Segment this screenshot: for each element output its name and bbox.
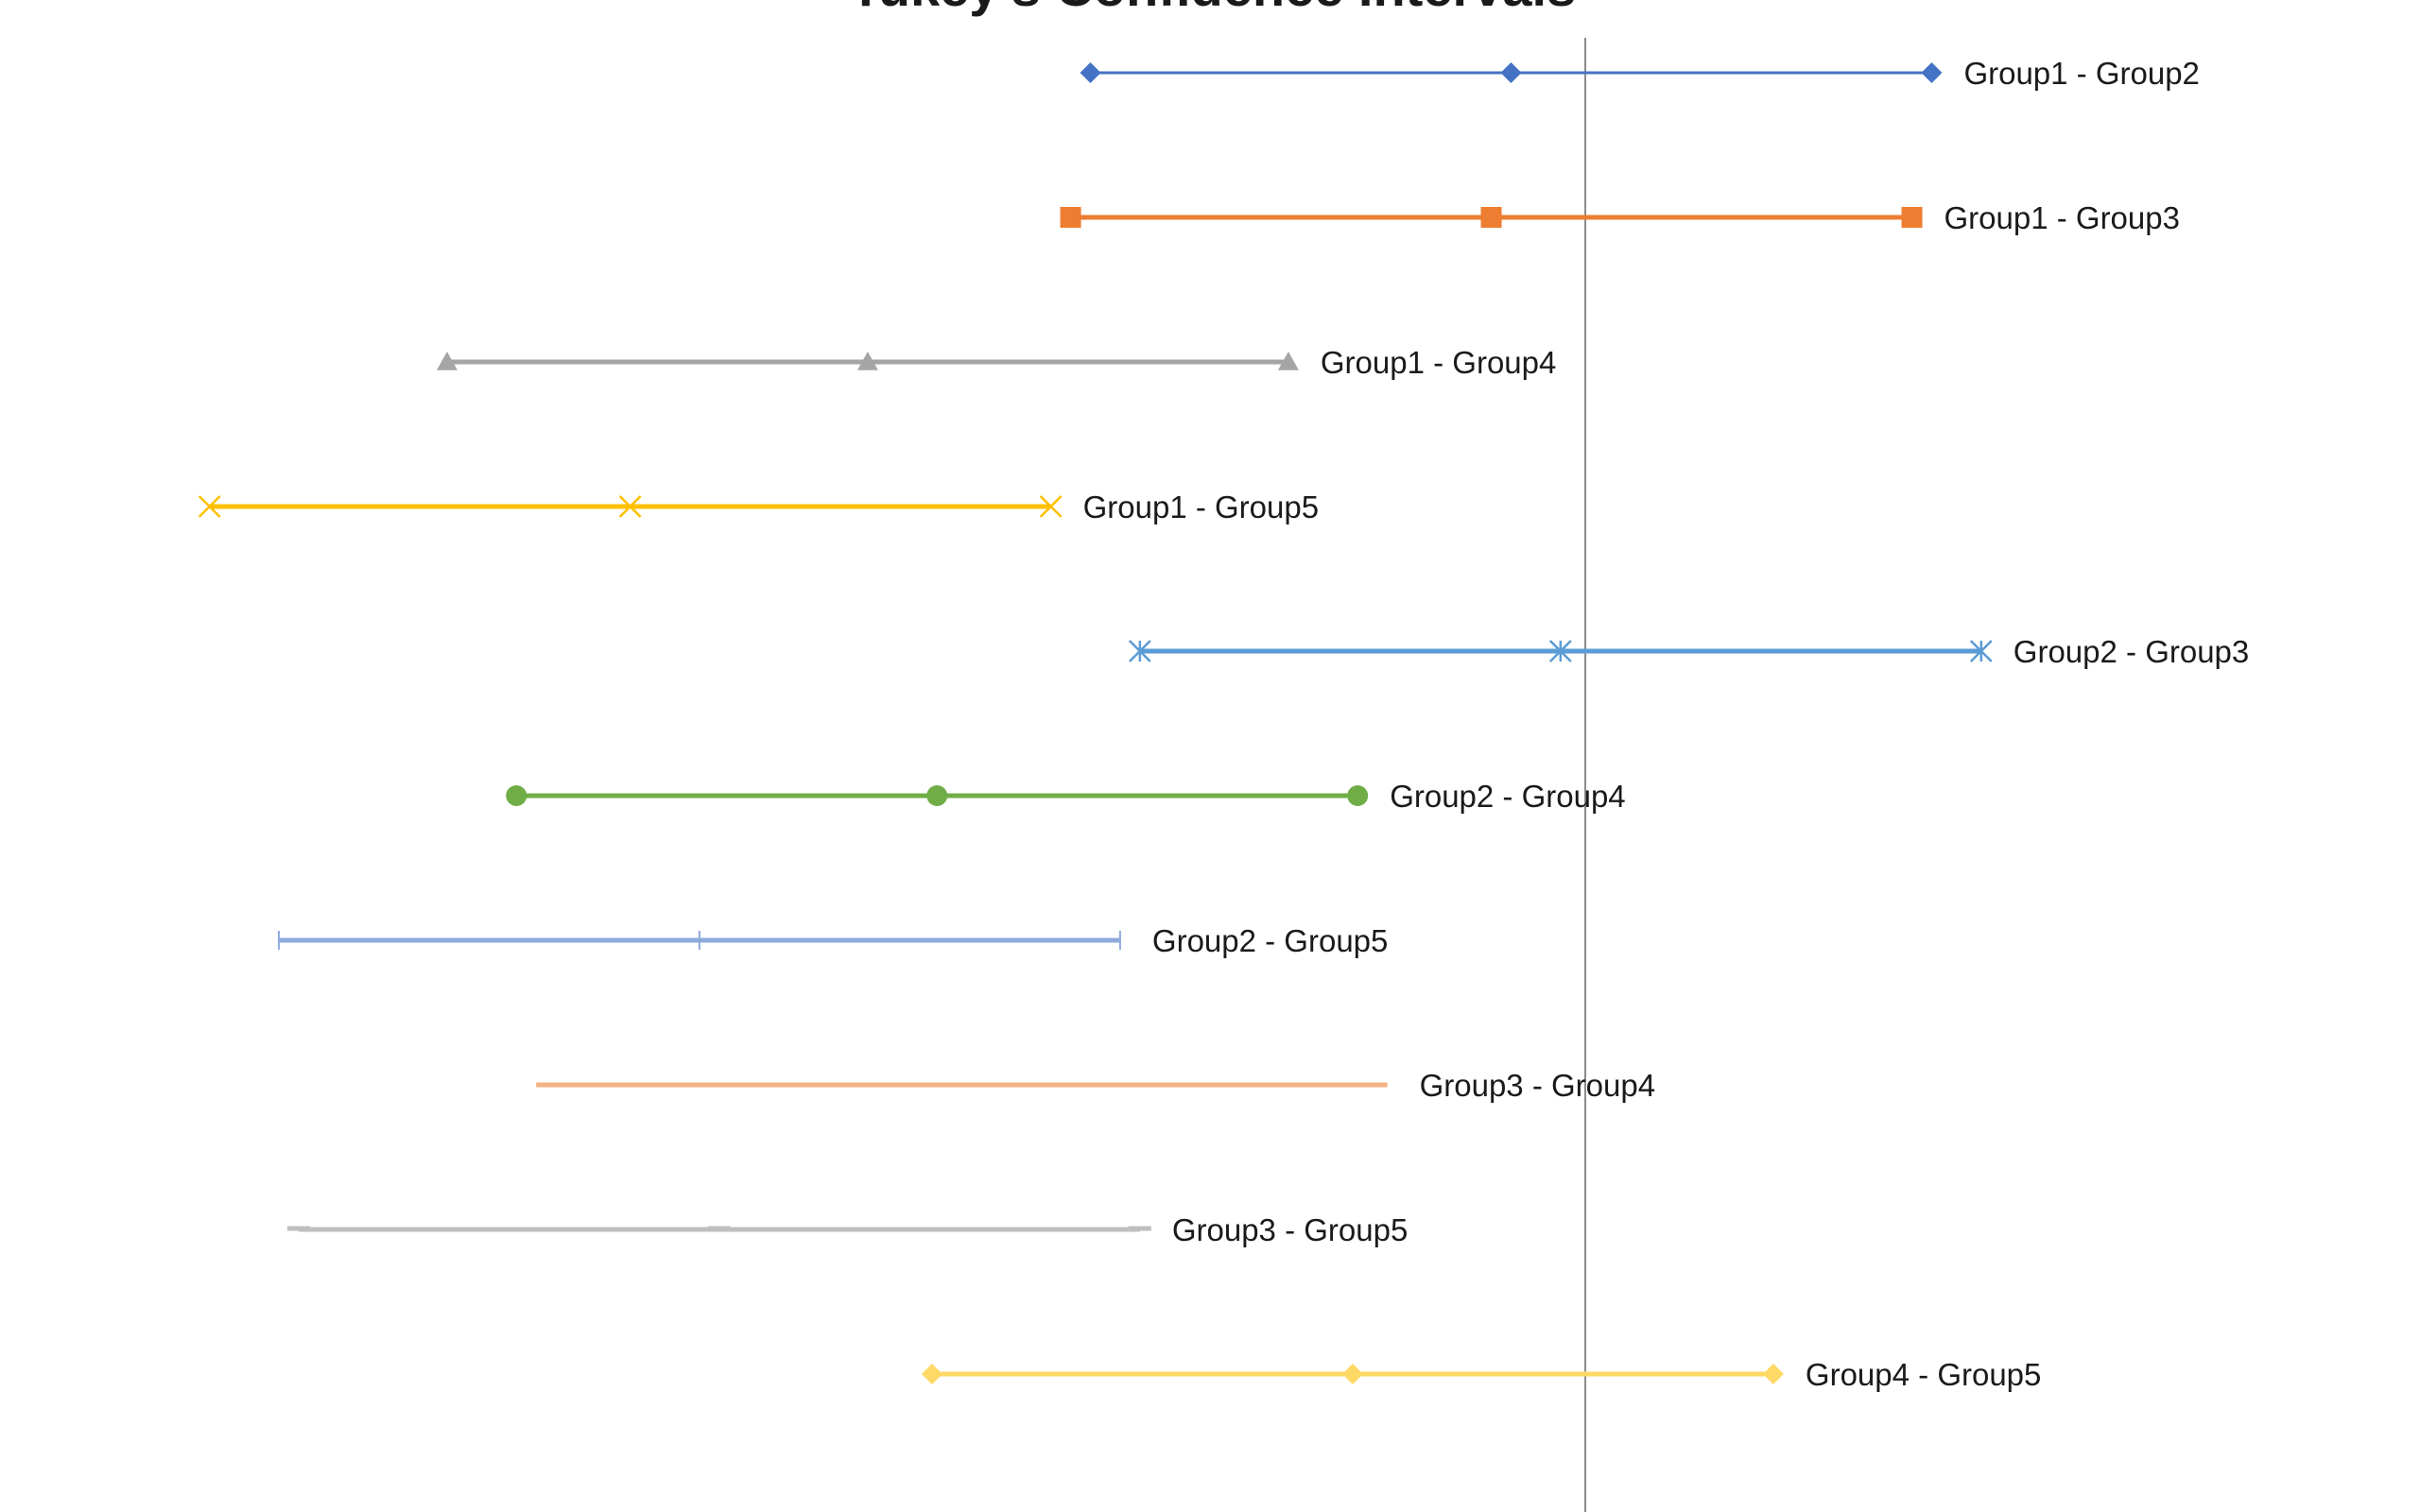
series-7-label: Group2 - Group5 (1152, 923, 1388, 958)
series-1-lower-marker (1080, 62, 1101, 83)
series-3-center-marker (856, 352, 878, 370)
chart-title: Tukey's Confidence Intervals (850, 0, 1577, 17)
series-5-label: Group2 - Group3 (2014, 634, 2249, 669)
series-4-lower-marker-b (198, 495, 221, 518)
series-4-lower-marker (198, 495, 221, 518)
series-3: Group1 - Group4 (436, 345, 1556, 380)
series-4-label: Group1 - Group5 (1083, 490, 1319, 524)
series-10-upper-marker (1762, 1364, 1784, 1384)
series-1-center-marker (1500, 62, 1522, 83)
series-3-label: Group1 - Group4 (1321, 345, 1556, 380)
series-4-upper-marker (1039, 495, 1063, 518)
series-10: Group4 - Group5 (921, 1357, 2041, 1392)
series-2: Group1 - Group3 (1060, 200, 2180, 235)
series-5-lower-marker (1128, 640, 1151, 662)
series-2-lower-marker (1060, 207, 1081, 228)
series-6-label: Group2 - Group4 (1390, 779, 1625, 814)
series-1-upper-marker (1921, 62, 1943, 83)
series-4-upper-marker-b (1039, 495, 1063, 518)
series-7: Group2 - Group5 (277, 923, 1388, 958)
series-10-lower-marker (921, 1364, 942, 1384)
series-3-lower-marker (436, 352, 458, 370)
series-5-upper-marker (1969, 640, 1993, 662)
series-9: Group3 - Group5 (286, 1212, 1408, 1247)
series-1: Group1 - Group2 (1080, 56, 2200, 91)
series-3-upper-marker (1277, 352, 1299, 370)
series-5-center-marker (1548, 640, 1572, 662)
series-2-label: Group1 - Group3 (1945, 200, 2180, 235)
series-5: Group2 - Group3 (1128, 634, 2249, 669)
series-8-label: Group3 - Group4 (1420, 1068, 1655, 1103)
series-2-center-marker (1480, 207, 1502, 228)
series-8: Group3 - Group4 (536, 1068, 1655, 1103)
series-1-label: Group1 - Group2 (1963, 56, 2199, 91)
series-4: Group1 - Group5 (198, 490, 1319, 524)
series-10-label: Group4 - Group5 (1806, 1357, 2041, 1392)
series-9-label: Group3 - Group5 (1172, 1212, 1408, 1247)
series-6-upper-marker (1347, 785, 1369, 806)
series-6: Group2 - Group4 (506, 779, 1626, 814)
series-4-center-marker (618, 495, 642, 518)
series-6-lower-marker (506, 785, 527, 806)
series-layer: Group1 - Group2 Group1 - Group3 Group1 - G… (198, 56, 2249, 1392)
series-10-center-marker (1341, 1364, 1363, 1384)
series-4-center-marker-b (618, 495, 642, 518)
series-2-upper-marker (1901, 207, 1923, 228)
series-6-center-marker (926, 785, 948, 806)
